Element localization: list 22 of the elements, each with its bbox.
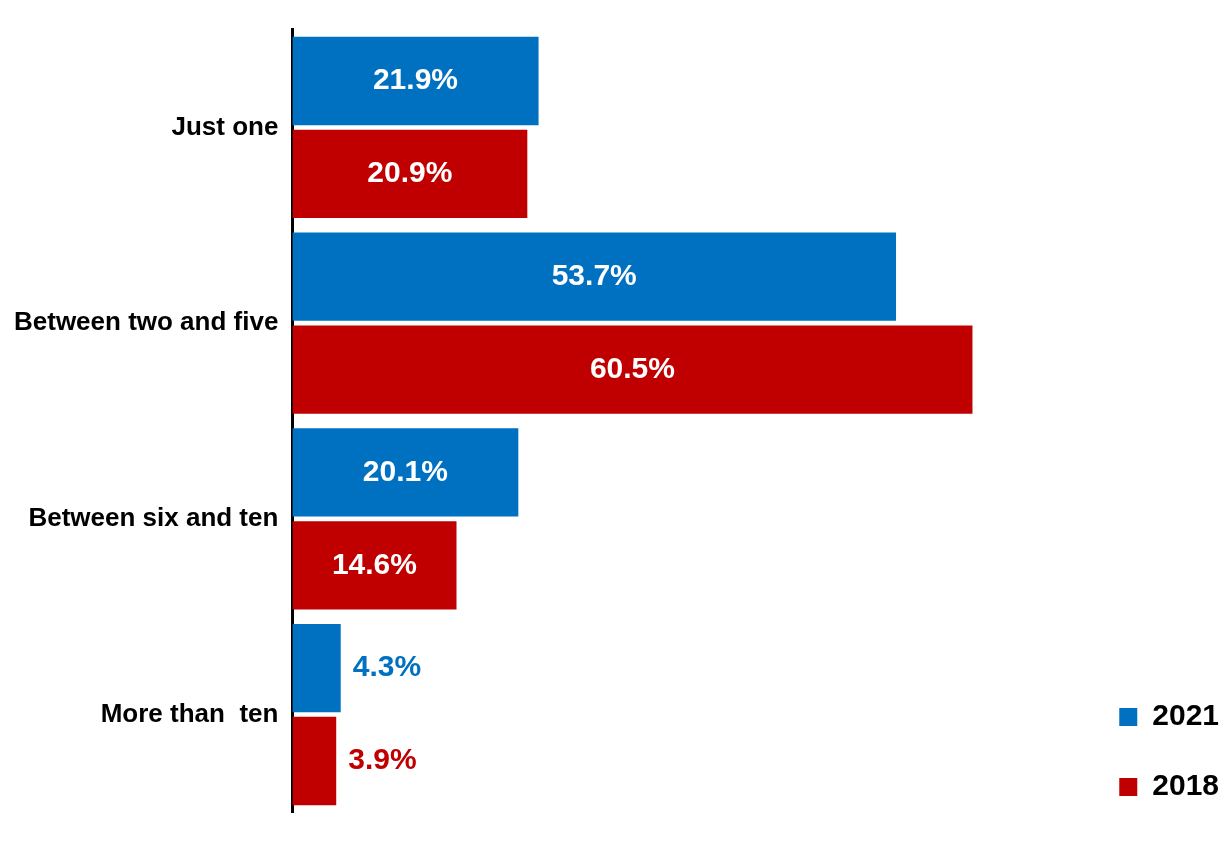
bar xyxy=(292,36,539,126)
data-label: 20.9% xyxy=(367,155,453,189)
data-label: 3.9% xyxy=(348,742,417,776)
y-tick-label: Between six and ten xyxy=(28,502,279,533)
bar xyxy=(292,232,897,321)
data-label: 20.1% xyxy=(362,453,448,487)
data-label: 21.9% xyxy=(372,62,459,96)
y-tick-label: Just one xyxy=(171,110,279,141)
data-label: 53.7% xyxy=(551,257,637,291)
y-tick-label: Between two and five xyxy=(13,306,279,337)
bar xyxy=(292,129,528,219)
bar xyxy=(292,716,337,806)
y-tick-label: More than ten xyxy=(100,697,279,728)
data-label: 60.5% xyxy=(589,350,675,384)
bar xyxy=(292,325,973,414)
legend-label: 2021 xyxy=(1152,698,1220,732)
legend-label: 2018 xyxy=(1152,768,1220,802)
bar xyxy=(292,623,341,713)
data-label: 14.6% xyxy=(331,546,417,580)
bar xyxy=(292,428,519,517)
bar xyxy=(292,521,457,610)
data-label: 4.3% xyxy=(352,649,422,683)
